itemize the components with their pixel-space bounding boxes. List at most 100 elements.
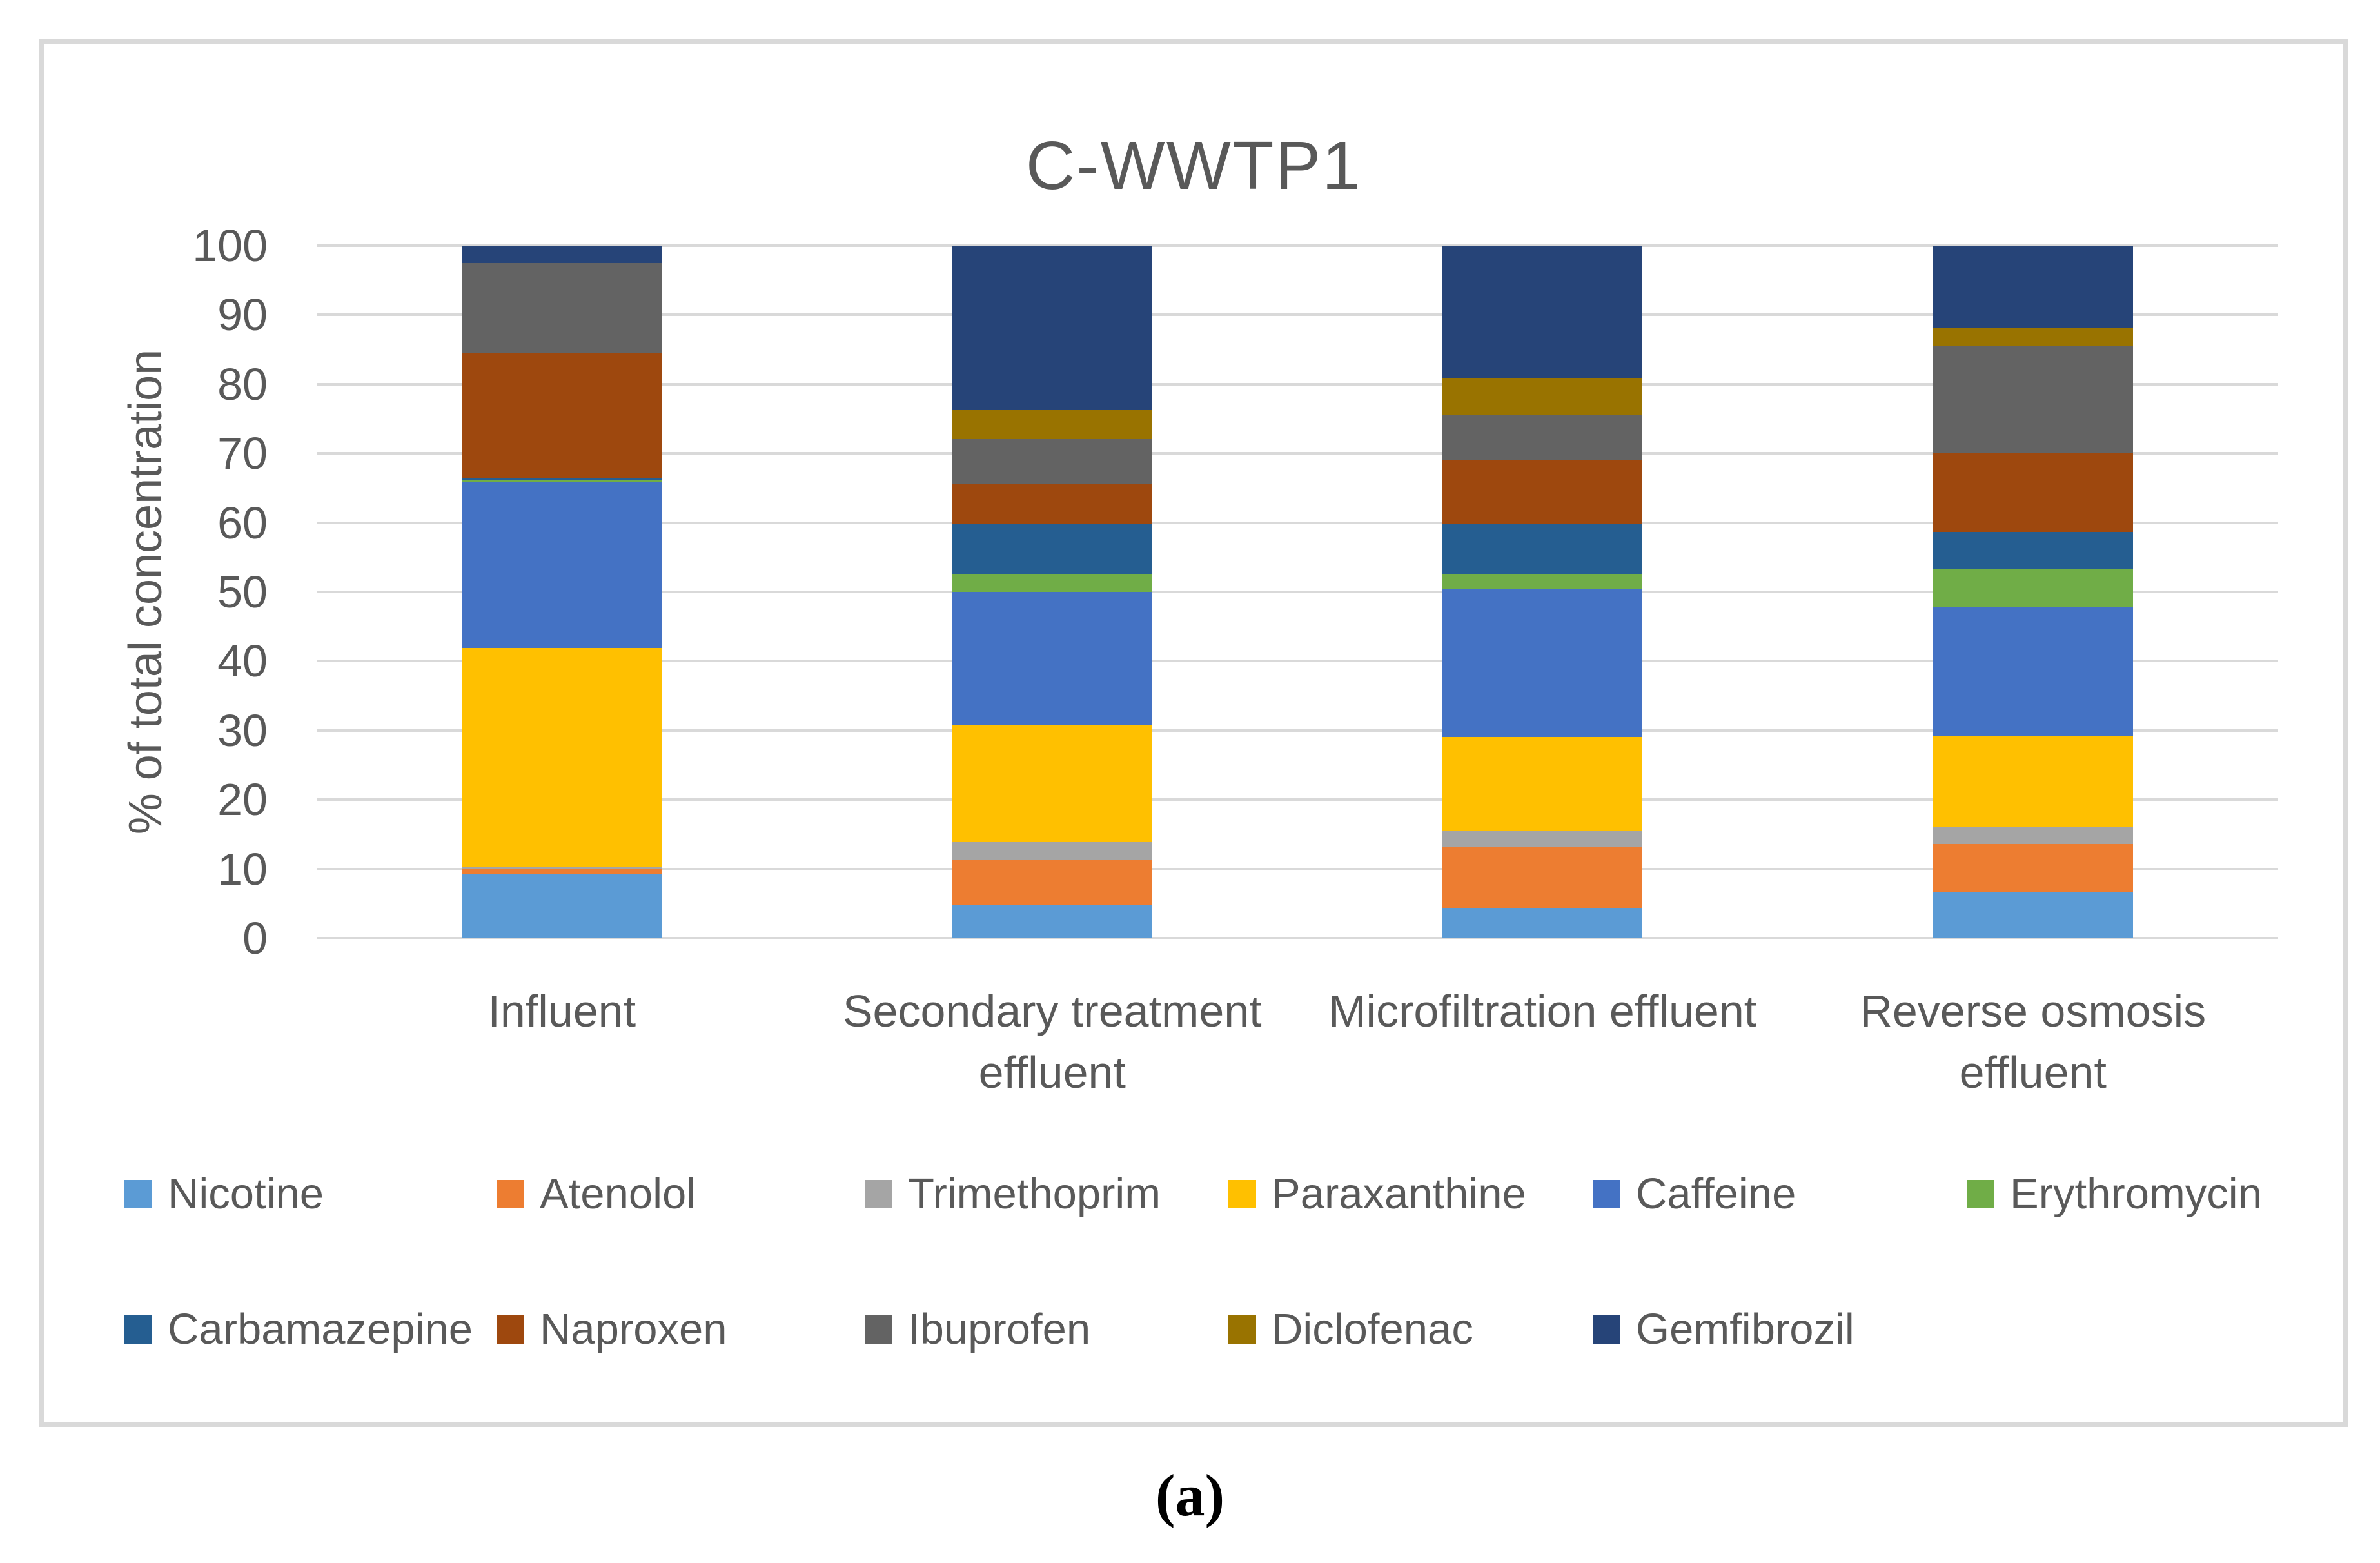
bar-influent — [462, 246, 662, 938]
segment-naproxen-reverse-osmosis-effluent — [1933, 453, 2133, 532]
y-tick-label-40: 40 — [217, 636, 268, 687]
segment-trimethoprim-secondary-treatment-effluent — [952, 841, 1152, 860]
legend-swatch-naproxen — [497, 1315, 524, 1344]
legend-item-atenolol: Atenolol — [497, 1172, 696, 1215]
segment-erythromycin-reverse-osmosis-effluent — [1933, 569, 2133, 607]
gridline-60 — [317, 521, 2278, 524]
segment-ibuprofen-influent — [462, 262, 662, 353]
legend-label-trimethoprim: Trimethoprim — [908, 1170, 1161, 1218]
segment-caffeine-influent — [462, 482, 662, 649]
legend-swatch-nicotine — [124, 1179, 152, 1208]
gridline-20 — [317, 798, 2278, 801]
segment-atenolol-reverse-osmosis-effluent — [1933, 843, 2133, 893]
segment-erythromycin-influent — [462, 480, 662, 482]
legend-swatch-carbamazepine — [124, 1315, 152, 1344]
segment-diclofenac-microfiltration-effluent — [1442, 378, 1643, 415]
chart-title: C-WWTP1 — [1025, 128, 1362, 204]
segment-erythromycin-secondary-treatment-effluent — [952, 574, 1152, 593]
bar-secondary-treatment-effluent — [952, 246, 1152, 938]
segment-paraxanthine-influent — [462, 648, 662, 867]
segment-trimethoprim-reverse-osmosis-effluent — [1933, 827, 2133, 844]
legend-label-naproxen: Naproxen — [540, 1305, 727, 1353]
segment-trimethoprim-influent — [462, 867, 662, 869]
y-tick-label-100: 100 — [192, 221, 268, 271]
segment-nicotine-microfiltration-effluent — [1442, 907, 1643, 938]
legend-item-gemfibrozil: Gemfibrozil — [1593, 1308, 1854, 1351]
y-tick-label-10: 10 — [217, 843, 268, 894]
legend-label-nicotine: Nicotine — [168, 1170, 324, 1218]
legend-item-ibuprofen: Ibuprofen — [865, 1308, 1090, 1351]
plot-area — [317, 244, 2278, 939]
y-tick-label-60: 60 — [217, 497, 268, 548]
legend-label-atenolol: Atenolol — [540, 1170, 696, 1218]
legend-swatch-atenolol — [497, 1179, 524, 1208]
bar-microfiltration-effluent — [1442, 246, 1643, 938]
legend-item-nicotine: Nicotine — [124, 1172, 324, 1215]
legend-label-paraxanthine: Paraxanthine — [1272, 1170, 1526, 1218]
y-tick-label-50: 50 — [217, 567, 268, 617]
legend-label-gemfibrozil: Gemfibrozil — [1636, 1305, 1854, 1353]
gridline-40 — [317, 660, 2278, 663]
segment-gemfibrozil-reverse-osmosis-effluent — [1933, 246, 2133, 328]
legend-swatch-ibuprofen — [865, 1315, 892, 1344]
gridline-80 — [317, 382, 2278, 386]
y-tick-label-90: 90 — [217, 290, 268, 340]
legend-swatch-gemfibrozil — [1593, 1315, 1620, 1344]
legend-swatch-paraxanthine — [1228, 1179, 1256, 1208]
segment-atenolol-microfiltration-effluent — [1442, 847, 1643, 908]
legend-swatch-diclofenac — [1228, 1315, 1256, 1344]
x-label-secondary-treatment-effluent: Secondary treatment effluent — [842, 986, 1262, 1097]
segment-naproxen-influent — [462, 353, 662, 478]
segment-paraxanthine-microfiltration-effluent — [1442, 736, 1643, 831]
segment-carbamazepine-secondary-treatment-effluent — [952, 524, 1152, 575]
legend-label-carbamazepine: Carbamazepine — [168, 1305, 473, 1353]
legend-item-erythromycin: Erythromycin — [1967, 1172, 2262, 1215]
segment-nicotine-reverse-osmosis-effluent — [1933, 892, 2133, 938]
legend-swatch-caffeine — [1593, 1179, 1620, 1208]
figure-caption: (a) — [1155, 1462, 1225, 1528]
legend-label-diclofenac: Diclofenac — [1272, 1305, 1473, 1353]
y-tick-label-0: 0 — [242, 913, 268, 963]
legend-item-naproxen: Naproxen — [497, 1308, 727, 1351]
x-label-microfiltration-effluent: Microfiltration effluent — [1328, 986, 1757, 1036]
segment-erythromycin-microfiltration-effluent — [1442, 574, 1643, 589]
legend-item-diclofenac: Diclofenac — [1228, 1308, 1473, 1351]
gridline-100 — [317, 244, 2278, 247]
legend-label-caffeine: Caffeine — [1636, 1170, 1796, 1218]
legend-item-caffeine: Caffeine — [1593, 1172, 1796, 1215]
segment-diclofenac-reverse-osmosis-effluent — [1933, 328, 2133, 346]
segment-gemfibrozil-influent — [462, 246, 662, 263]
y-axis-ticks: 0 10 20 30 40 50 60 70 80 90 100 — [108, 223, 268, 961]
gridline-30 — [317, 729, 2278, 732]
legend-label-ibuprofen: Ibuprofen — [908, 1305, 1091, 1353]
segment-carbamazepine-microfiltration-effluent — [1442, 524, 1643, 575]
y-tick-label-80: 80 — [217, 359, 268, 409]
segment-caffeine-microfiltration-effluent — [1442, 588, 1643, 737]
legend-item-paraxanthine: Paraxanthine — [1228, 1172, 1526, 1215]
segment-gemfibrozil-secondary-treatment-effluent — [952, 246, 1152, 410]
segment-caffeine-secondary-treatment-effluent — [952, 592, 1152, 726]
segment-ibuprofen-microfiltration-effluent — [1442, 415, 1643, 460]
segment-nicotine-influent — [462, 874, 662, 938]
segment-paraxanthine-secondary-treatment-effluent — [952, 725, 1152, 842]
y-tick-label-20: 20 — [217, 774, 268, 825]
segment-nicotine-secondary-treatment-effluent — [952, 905, 1152, 938]
legend-item-carbamazepine: Carbamazepine — [124, 1308, 473, 1351]
legend-swatch-erythromycin — [1967, 1179, 1994, 1208]
legend-item-trimethoprim: Trimethoprim — [865, 1172, 1161, 1215]
gridline-0 — [317, 937, 2278, 939]
y-tick-label-30: 30 — [217, 705, 268, 756]
x-label-reverse-osmosis-effluent: Reverse osmosis effluent — [1860, 986, 2207, 1097]
x-axis-labels: Influent Secondary treatment effluent Micr… — [317, 981, 2278, 1187]
segment-carbamazepine-influent — [462, 478, 662, 481]
legend-swatch-trimethoprim — [865, 1179, 892, 1208]
bar-reverse-osmosis-effluent — [1933, 246, 2133, 938]
segment-atenolol-influent — [462, 868, 662, 874]
segment-paraxanthine-reverse-osmosis-effluent — [1933, 736, 2133, 827]
gridline-70 — [317, 452, 2278, 455]
y-tick-label-70: 70 — [217, 428, 268, 479]
segment-diclofenac-secondary-treatment-effluent — [952, 409, 1152, 439]
segment-carbamazepine-reverse-osmosis-effluent — [1933, 531, 2133, 569]
chart-figure: C-WWTP1 % of total concentration 0 10 20 30… — [39, 39, 2348, 1427]
